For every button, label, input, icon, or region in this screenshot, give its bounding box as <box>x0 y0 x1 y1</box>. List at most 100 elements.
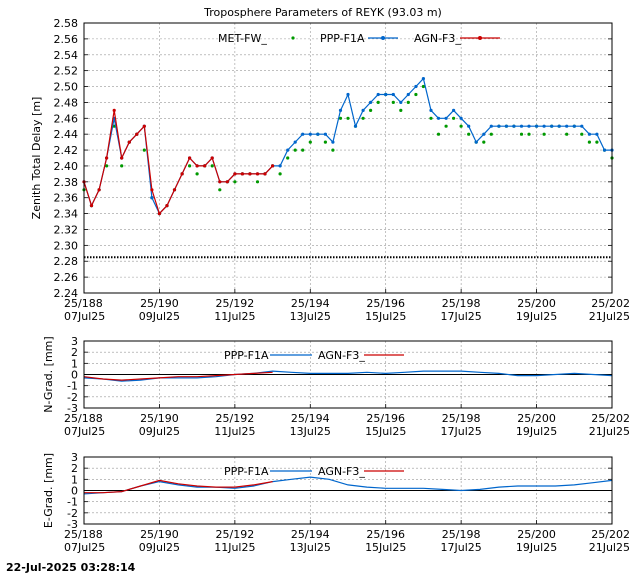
panel2-y-tick-label: -2 <box>67 391 78 404</box>
panel1-series-agn-point <box>150 188 154 192</box>
panel2-x-tick-label-date: 13Jul25 <box>290 425 331 438</box>
panel1-series-ppp-point <box>323 132 327 136</box>
footer-timestamp: 22-Jul-2025 03:28:14 <box>6 561 136 574</box>
panel1-series-met-point <box>542 132 546 136</box>
panel2-x-tick-label-doy: 25/196 <box>366 412 405 425</box>
panel1-series-met-point <box>301 148 305 152</box>
panel1-series-agn-point <box>112 108 116 112</box>
panel1-series-met-point <box>323 140 327 144</box>
panel3-frame <box>83 456 613 525</box>
panel1-series-met-point <box>580 132 584 136</box>
panel1-x-tick-label-date: 07Jul25 <box>64 310 105 323</box>
panel3-y-tick-label: -2 <box>67 507 78 520</box>
panel1-series-ppp-point <box>497 124 501 128</box>
panel1-series-agn-point <box>157 212 161 216</box>
panel3-x-tick-label-doy: 25/200 <box>517 528 556 541</box>
panel1-series-ppp-point <box>444 116 448 120</box>
panel1-series-met-point <box>142 148 146 152</box>
panel1-y-axis-label: Zenith Total Delay [m] <box>30 97 43 220</box>
panel2-frame <box>83 340 613 409</box>
panel1-legend-swatch-met <box>291 36 295 40</box>
panel1-series-met-point <box>467 132 471 136</box>
panel1-series-ppp-point <box>489 124 493 128</box>
panel1-series-met-point <box>369 108 373 112</box>
panel1-y-tick-label: 2.56 <box>54 33 79 46</box>
panel1-series-ppp-point <box>542 124 546 128</box>
panel2-y-tick-label: -3 <box>67 402 78 415</box>
panel1-y-tick-label: 2.30 <box>54 239 79 252</box>
panel3-x-tick-label-date: 09Jul25 <box>139 541 180 554</box>
panel1-series-met-point <box>346 116 350 120</box>
panel2-series-agn-line <box>83 371 273 381</box>
panel3-legend-label: PPP-F1A <box>224 465 269 478</box>
panel1-series-agn-point <box>127 140 131 144</box>
panel3-x-tick-label-date: 13Jul25 <box>290 541 331 554</box>
panel1-series-ppp-point <box>512 124 516 128</box>
panel3-series-agn-line <box>84 479 273 494</box>
panel3-x-tick-label-doy: 25/196 <box>366 528 405 541</box>
panel3-y-tick-label: 2 <box>71 462 78 475</box>
panel1-frame <box>83 22 613 294</box>
panel1-series-met-point <box>233 180 237 184</box>
panel1-series-ppp-point <box>331 140 335 144</box>
panel3-x-tick-label-doy: 25/198 <box>442 528 481 541</box>
panel1-series-agn-point <box>271 164 275 168</box>
panel1-series-agn-point <box>195 164 199 168</box>
panel1-series-met-point <box>361 116 365 120</box>
panel3-x-tick-label-doy: 25/202 <box>591 528 630 541</box>
panel1-series-met-point <box>278 172 282 176</box>
panel1-series-ppp-point <box>504 124 508 128</box>
panel3-y-tick-label: 3 <box>71 451 78 464</box>
panel1-series-ppp-point <box>346 92 350 97</box>
panel1-x-tick-label-date: 19Jul25 <box>516 310 557 323</box>
panel2-legend-label: PPP-F1A <box>224 349 269 362</box>
panel1-series-ppp-point <box>467 124 471 128</box>
panel1-series-ppp-point <box>376 92 380 97</box>
panel1-series-agn-point <box>233 172 237 176</box>
panel2-x-tick-label-doy: 25/198 <box>442 412 481 425</box>
panel1-series-agn-point <box>135 132 139 136</box>
panel1-series-ppp-point <box>391 92 395 97</box>
panel1-y-tick-label: 2.54 <box>54 49 79 62</box>
panel1-y-tick-label: 2.50 <box>54 81 79 94</box>
panel2-y-axis-label: N-Grad. [mm] <box>42 336 55 412</box>
panel1-series-ppp-point <box>527 124 531 128</box>
panel2-x-tick-label-doy: 25/194 <box>291 412 330 425</box>
panel1-series-ppp-point <box>602 148 607 152</box>
panel1-legend-label: AGN-F3_ <box>414 32 461 45</box>
panel1-series-met-point <box>308 140 312 144</box>
panel1-x-tick-label-doy: 25/188 <box>64 297 103 310</box>
panel3-x-tick-label-date: 07Jul25 <box>64 541 105 554</box>
panel1-x-tick-label-date: 09Jul25 <box>139 310 180 323</box>
panel1-series-ppp-point <box>150 196 154 200</box>
panel1-y-tick-label: 2.46 <box>54 112 79 125</box>
panel3-x-tick-label-doy: 25/194 <box>291 528 330 541</box>
panel1-series-agn-point <box>218 180 222 184</box>
panel1-series-ppp-point <box>572 124 576 128</box>
panel3-y-tick-label: -1 <box>67 496 78 509</box>
panel1-series-met-point <box>587 140 592 144</box>
panel2-y-tick-label: 2 <box>71 346 78 359</box>
panel1-legend-swatch-ppp-marker <box>381 36 385 40</box>
panel3-legend-label: AGN-F3_ <box>318 465 365 478</box>
panel1-series-ppp-point <box>384 92 388 97</box>
panel1-y-tick-label: 2.28 <box>54 255 79 268</box>
panel1-series-met-point <box>459 124 463 128</box>
panel1-series-ppp-point <box>421 77 425 81</box>
panel1-x-tick-label-date: 15Jul25 <box>365 310 406 323</box>
panel1-y-tick-label: 2.40 <box>54 160 79 173</box>
panel1-series-ppp-point <box>474 140 478 144</box>
panel1-series-agn-line <box>83 110 274 215</box>
panel1-series-agn-point <box>97 188 101 192</box>
panel3-y-axis-label: E-Grad. [mm] <box>42 453 55 528</box>
panel1-series-ppp-point <box>557 124 561 128</box>
panel3-x-tick-label-doy: 25/188 <box>64 528 103 541</box>
panel2-x-tick-label-doy: 25/202 <box>591 412 630 425</box>
panel2-x-tick-label-date: 07Jul25 <box>64 425 105 438</box>
panel2-x-tick-label-doy: 25/200 <box>517 412 556 425</box>
panel1-series-agn-point <box>105 156 109 160</box>
panel3-x-tick-label-doy: 25/190 <box>140 528 179 541</box>
panel1-series-met-point <box>519 132 524 136</box>
panel1-series-ppp-point <box>369 100 373 104</box>
